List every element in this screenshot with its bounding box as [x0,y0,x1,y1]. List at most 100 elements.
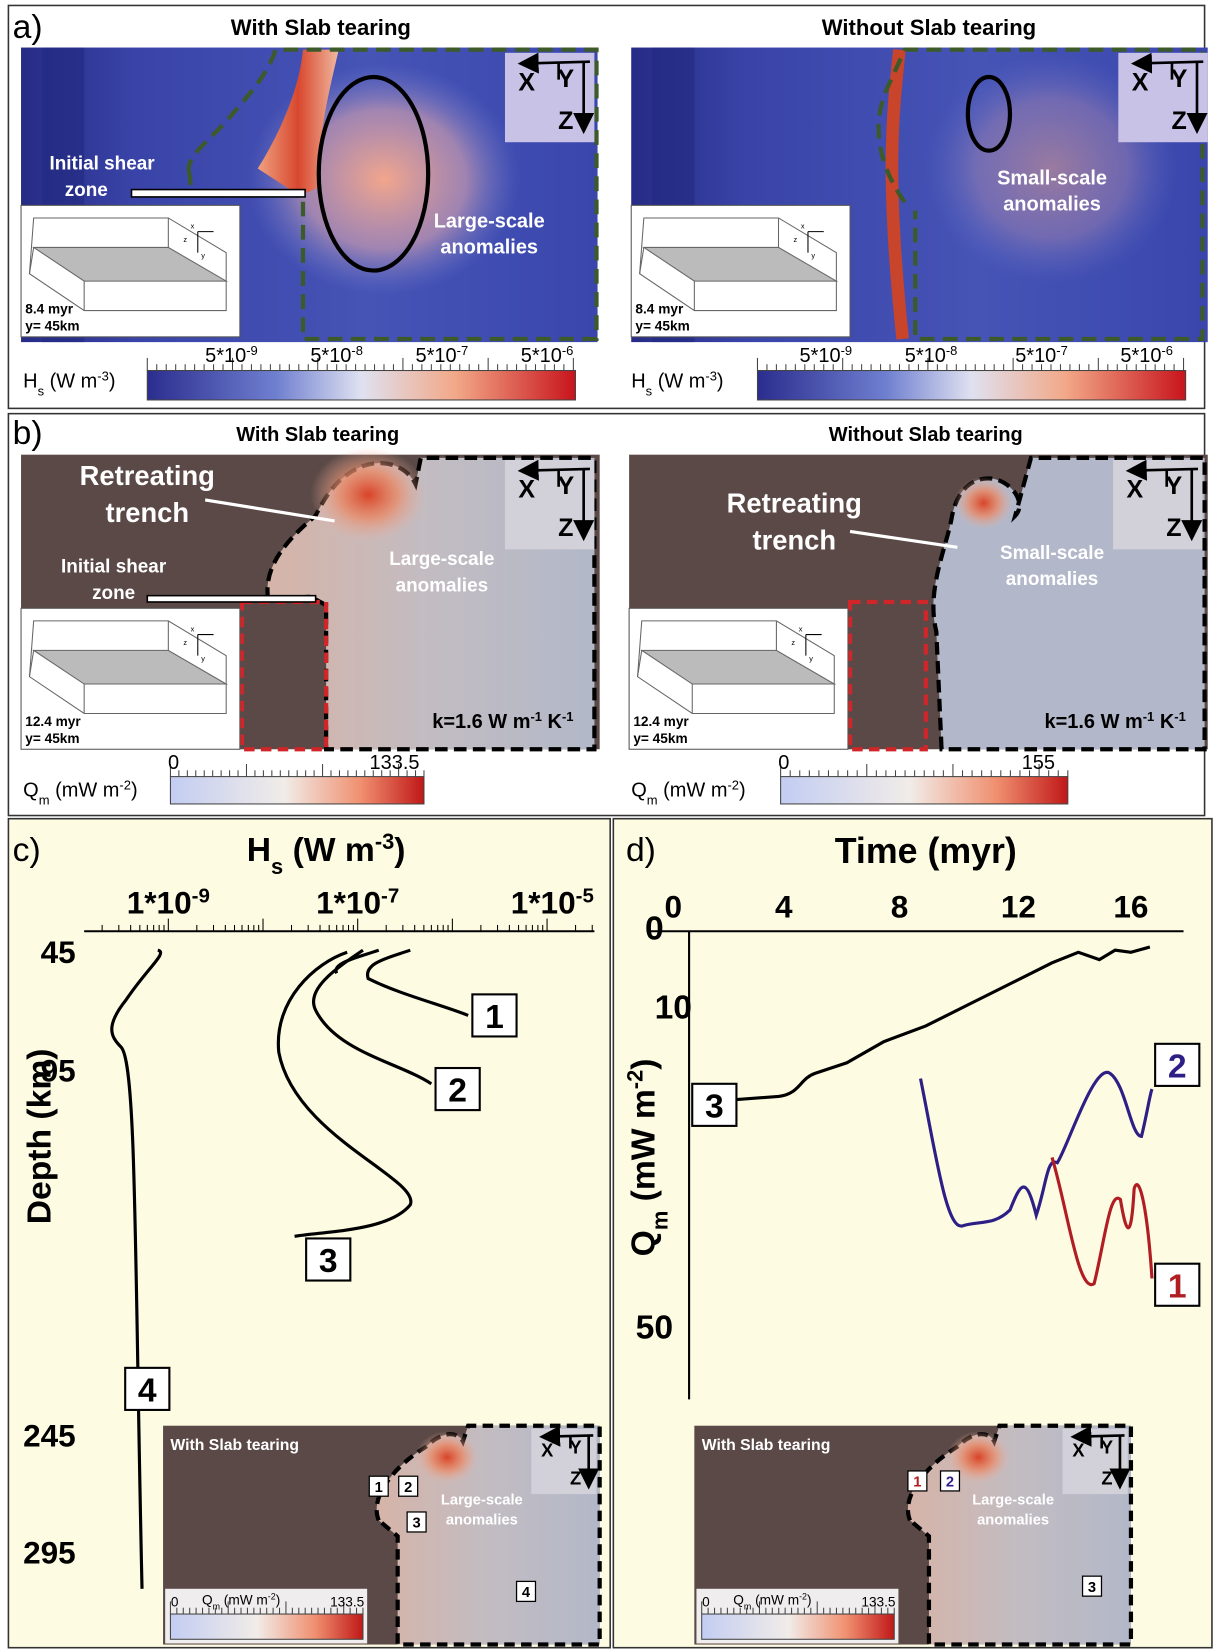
colorbar [781,777,1068,804]
colorbar-tick-label: 0 [171,1595,179,1610]
axis-z-label: Z [1101,1467,1112,1488]
panel-title: With Slab tearing [236,424,399,446]
x-tick-label: 4 [775,889,793,925]
text-part: Q [23,780,39,802]
axis-z-label: Z [558,107,573,135]
text-part: 1*10 [127,884,192,920]
panel-title: Without Slab tearing [829,424,1023,446]
inset-axis-label: z [793,235,797,244]
marker-label: 3 [1088,1580,1096,1596]
axis-x-label: X [1072,1439,1085,1460]
heat-anomaly [416,1431,479,1484]
text-part: ) [739,780,746,802]
y-tick-label: 0 [645,911,664,948]
page: a)With Slab tearingInitial shearzoneLarg… [0,0,1213,1650]
text-part: (W m [652,370,705,392]
annotation: Retreating [80,460,215,491]
axis-z-label: Z [558,514,573,542]
text-part: ) [276,1593,281,1608]
axis-y-label: Y [557,472,574,500]
axes-box [505,460,594,549]
subscript: m [744,1602,751,1612]
conductivity-label: k=1.6 W m-1 K-1 [432,709,573,734]
text-part: 5*10 [1015,345,1056,367]
annotation: Large-scale [389,549,494,570]
inset-axis-label: y [201,251,205,260]
annotation: anomalies [1006,569,1099,590]
subscript: s [271,853,283,878]
text-part: (W m [283,832,375,869]
annotation: anomalies [1003,194,1101,216]
text-part: (mW m [50,780,120,802]
annotation: Large-scale [441,1493,523,1509]
text-part: 5*10 [1120,345,1161,367]
text-part: 5*10 [310,345,351,367]
axes-box [505,53,594,142]
superscript: -1 [1174,709,1186,724]
figure: a)With Slab tearingInitial shearzoneLarg… [0,0,1213,1650]
annotation: zone [65,180,108,201]
text-part: k=1.6 W m [1045,711,1143,733]
colorbar-tick-label: 133.5 [861,1595,896,1610]
inset-axis-label: x [191,624,195,633]
curve-label: 3 [705,1088,724,1125]
annotation: anomalies [440,237,538,259]
x-tick-label: 16 [1113,889,1148,925]
axes-box [1113,460,1202,549]
superscript: -2 [727,777,739,792]
annotation: trench [105,497,189,528]
axis-z-label: Z [570,1467,581,1488]
axis-z-label: Z [1171,107,1186,135]
superscript: -9 [192,884,210,907]
time-label: 8.4 myr [635,302,684,317]
curve-label: 1 [1168,1268,1187,1305]
x-tick-label: 0 [665,889,683,925]
axes-box [1118,53,1207,142]
annotation: zone [92,583,135,604]
superscript: -7 [1056,343,1068,358]
superscript: -3 [97,368,109,383]
text-part: H [631,370,645,392]
text-part: 1*10 [511,884,576,920]
text-part: ) [109,370,116,392]
axis-x-label: X [1132,68,1149,96]
text-part: Q [625,1230,662,1256]
text-part: H [23,370,37,392]
colorbar-tick-label: 133.5 [370,752,420,774]
annotation: Small-scale [1000,543,1104,564]
marker-label: 2 [946,1475,954,1491]
inset-title: With Slab tearing [170,1437,299,1454]
axis-x-label: X [1126,476,1143,504]
axis-arrow [523,469,590,471]
superscript: -6 [1161,343,1173,358]
text-part: (mW m [658,780,728,802]
panel-label: c) [13,832,41,869]
superscript: -2 [799,1592,807,1602]
depth-label: y= 45km [633,731,687,746]
superscript: -7 [381,884,399,907]
text-part: 5*10 [905,345,946,367]
depth-label: y= 45km [25,731,79,746]
annotation: anomalies [977,1513,1049,1529]
colorbar-tick-label: 155 [1022,752,1055,774]
annotation: Initial shear [49,154,155,175]
colorbar-tick-label: 0 [778,752,789,774]
marker-label: 1 [375,1480,383,1496]
axis-y-label: Y [557,65,574,93]
depth-label: y= 45km [635,319,689,334]
inset-axis-label: z [183,638,187,647]
y-tick-label: 45 [41,934,76,970]
inset-axis-label: x [801,221,805,230]
depth-label: y= 45km [25,319,79,334]
x-tick-label: 12 [1001,889,1036,925]
subscript: m [647,792,658,807]
subscript: m [213,1602,220,1612]
superscript: -2 [268,1592,276,1602]
superscript: -3 [375,828,394,853]
text-part: 5*10 [416,345,457,367]
axis-z-label: Z [1166,514,1181,542]
subscript: m [39,792,50,807]
curve-label: 1 [485,999,504,1036]
superscript: -2 [622,1070,647,1089]
inset-axis-label: y [809,654,813,663]
